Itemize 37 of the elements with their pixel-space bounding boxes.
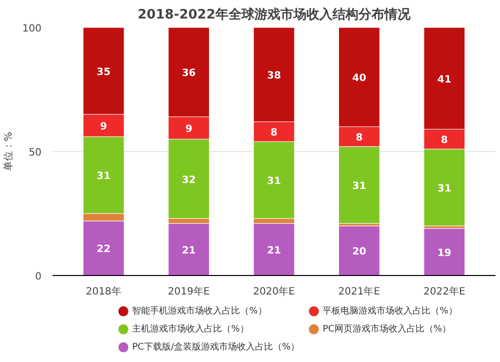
- data-label: 31: [267, 176, 281, 188]
- x-tick-label: 2021年E: [338, 286, 380, 298]
- data-label: 21: [182, 245, 196, 256]
- data-label: 8: [270, 128, 278, 139]
- y-tick-label: 50: [28, 148, 42, 158]
- data-label: 9: [185, 124, 192, 135]
- data-label: 41: [437, 74, 452, 86]
- data-label: 40: [352, 73, 366, 84]
- data-label: 21: [267, 245, 281, 256]
- y-tick-label: 0: [35, 272, 42, 282]
- chart-title: 2018-2022年全球游戏市场收入结构分布情况: [138, 6, 412, 22]
- data-label: 35: [96, 66, 111, 78]
- x-tick-label: 2022年E: [424, 286, 466, 298]
- x-tick-label: 2019年E: [168, 286, 210, 298]
- data-label: 19: [437, 248, 452, 259]
- data-label: 31: [437, 183, 452, 194]
- data-label: 36: [182, 68, 196, 80]
- data-label: 20: [352, 246, 366, 258]
- legend-label: 主机游戏市场收入占比（%）: [132, 323, 249, 334]
- data-label: 8: [356, 132, 363, 144]
- data-label: 31: [352, 180, 366, 192]
- data-label: 38: [267, 70, 281, 82]
- bar: [338, 226, 380, 276]
- data-label: 9: [100, 121, 108, 132]
- data-label: 22: [96, 244, 111, 256]
- data-label: 8: [440, 135, 448, 146]
- x-tick-label: 2018年: [86, 286, 122, 298]
- data-label: 32: [182, 174, 196, 186]
- legend-label: PC下载版/盒装版游戏市场收入占比（%）: [132, 341, 300, 352]
- legend-label: 平板电脑游戏市场收入占比（%）: [322, 305, 458, 316]
- bar: [424, 228, 466, 276]
- y-axis-title: 单位：%: [2, 132, 14, 172]
- x-tick-label: 2020年E: [253, 286, 295, 298]
- legend-label: 智能手机游戏市场收入占比（%）: [132, 305, 267, 316]
- data-label: 31: [96, 171, 111, 182]
- legend-label: PC网页游戏市场收入占比（%）: [322, 323, 451, 334]
- y-tick-label: 100: [22, 24, 42, 34]
